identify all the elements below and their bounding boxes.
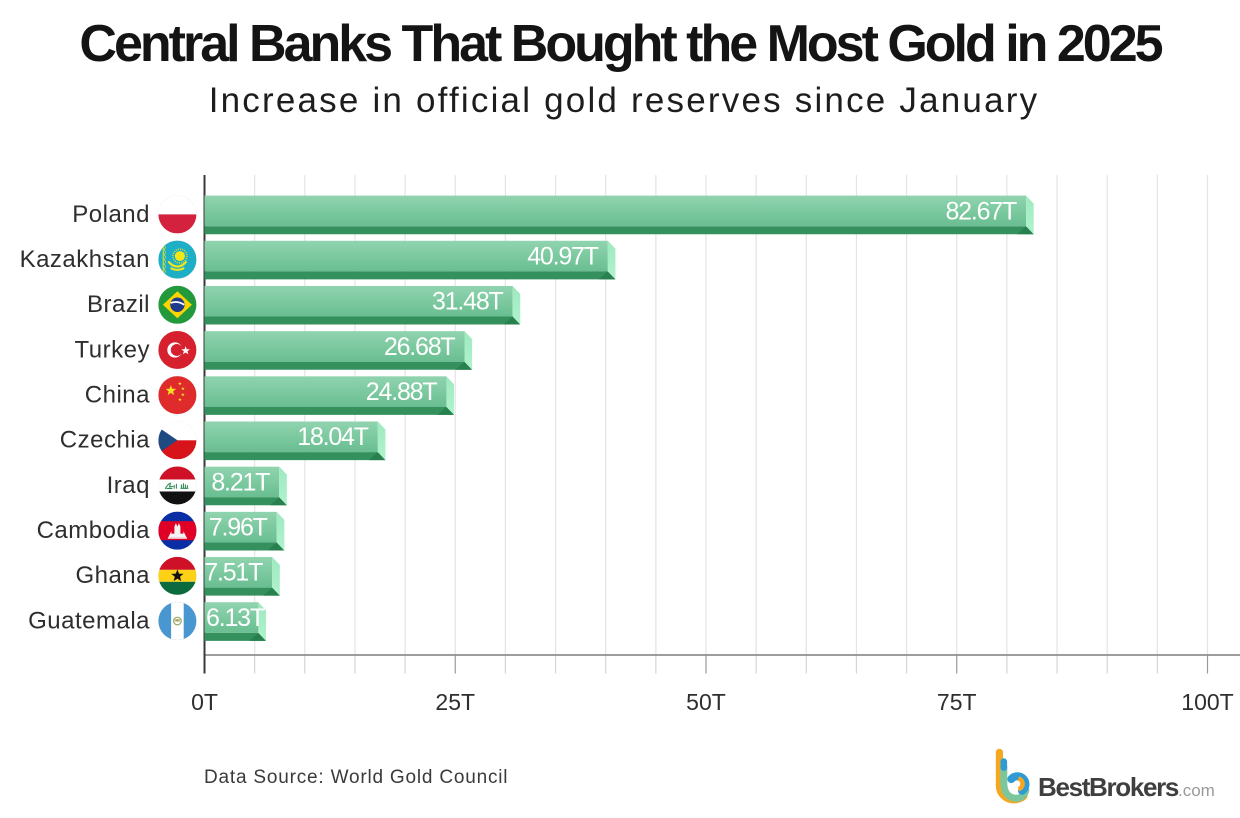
svg-text:82.67T: 82.67T [945,197,1017,225]
svg-text:31.48T: 31.48T [432,288,504,316]
svg-text:40.97T: 40.97T [527,242,599,270]
svg-text:Iraq: Iraq [107,472,150,499]
svg-text:24.88T: 24.88T [366,378,438,406]
svg-text:8.21T: 8.21T [211,468,270,496]
svg-text:Brazil: Brazil [87,291,150,318]
svg-text:Poland: Poland [72,201,150,228]
svg-text:Czechia: Czechia [60,427,150,454]
svg-text:50T: 50T [686,689,726,715]
svg-text:0T: 0T [191,689,218,715]
svg-text:26.68T: 26.68T [384,333,456,361]
svg-text:75T: 75T [937,689,977,715]
svg-text:6.13T: 6.13T [206,604,265,632]
svg-text:Kazakhstan: Kazakhstan [20,246,150,273]
svg-text:China: China [85,382,150,409]
svg-text:18.04T: 18.04T [297,423,369,451]
svg-text:Cambodia: Cambodia [37,517,151,544]
svg-text:100T: 100T [1181,689,1233,715]
svg-text:Ghana: Ghana [75,562,150,589]
svg-text:Guatemala: Guatemala [28,607,150,634]
svg-text:7.96T: 7.96T [209,514,268,542]
svg-text:Turkey: Turkey [75,336,150,363]
svg-text:25T: 25T [435,689,475,715]
svg-text:7.51T: 7.51T [204,559,263,587]
